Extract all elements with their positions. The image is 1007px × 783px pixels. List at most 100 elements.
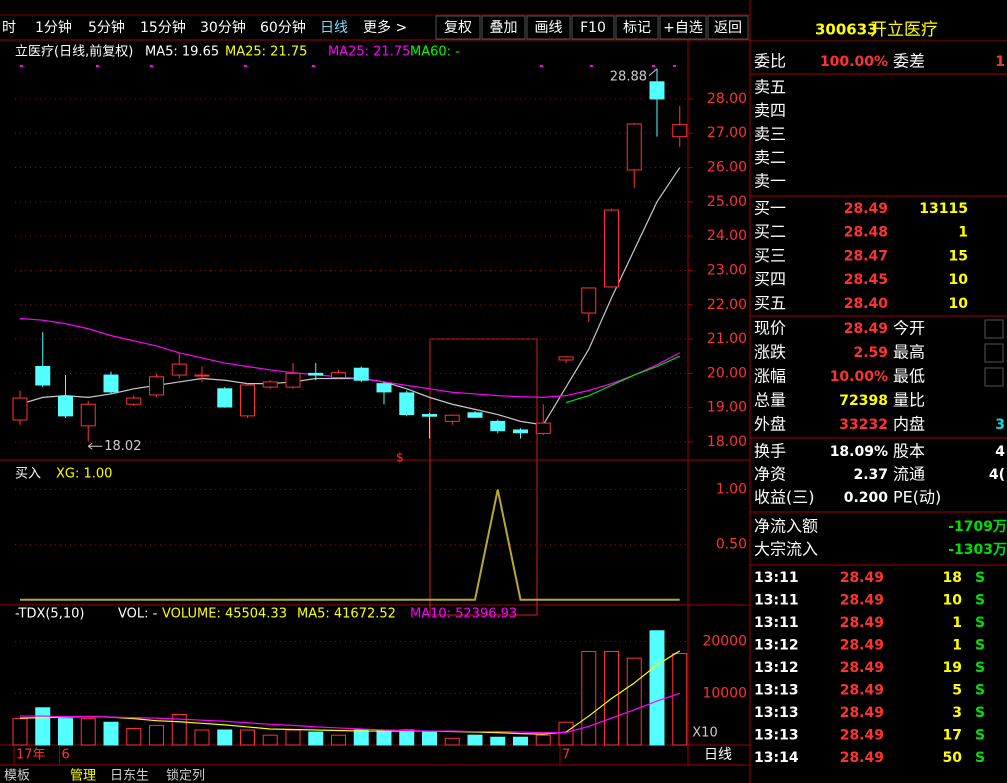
- ma-line: [19, 650, 681, 735]
- ma-line: [19, 167, 681, 426]
- trade-price: 28.49: [840, 593, 884, 609]
- y-tick-label: 25.00: [707, 194, 747, 210]
- legend-item: MA60: -: [410, 45, 460, 60]
- fund-value: 4: [995, 444, 1005, 460]
- candle-body: [217, 388, 233, 408]
- ask-label: 卖四: [754, 101, 786, 120]
- stat-label: 外盘: [754, 415, 786, 434]
- stat-value: 72398: [839, 393, 888, 409]
- ask-label: 卖三: [754, 125, 786, 144]
- y-tick-label: 20.00: [707, 365, 747, 381]
- candle-body: [171, 363, 187, 376]
- trade-time: 13:12: [754, 660, 799, 676]
- candle-body: [467, 412, 483, 418]
- toolbar-button[interactable]: [707, 15, 749, 40]
- selection-box: [429, 338, 538, 616]
- indicator-legend: XG: 1.00: [56, 467, 112, 482]
- bottom-tab[interactable]: 管理: [70, 769, 96, 783]
- candle-body: [490, 420, 506, 432]
- volume-title: -TDX(5,10): [15, 607, 84, 622]
- trade-price: 28.49: [840, 638, 884, 654]
- trade-volume: 10: [943, 593, 963, 609]
- flow-label: 大宗流入: [754, 540, 818, 559]
- candle-body: [444, 414, 460, 422]
- stock-code: 300633: [815, 21, 878, 39]
- ask-label: 卖五: [754, 78, 786, 97]
- period-tab[interactable]: 1分钟: [35, 19, 72, 36]
- toolbar-button-label[interactable]: F10: [580, 20, 606, 36]
- toolbar-button-label[interactable]: +自选: [663, 20, 703, 36]
- legend-item: MA10: 52396.93: [410, 607, 517, 622]
- candle-body: [194, 374, 210, 377]
- bid-price: 28.47: [844, 248, 888, 264]
- legend-item: VOLUME: 45504.33: [162, 607, 287, 622]
- period-tab[interactable]: 60分钟: [260, 19, 306, 36]
- candle-body: [604, 209, 619, 288]
- trade-time: 13:11: [754, 615, 799, 631]
- bottom-tab[interactable]: 锁定列: [166, 768, 205, 783]
- fund-label: 换手: [754, 442, 786, 461]
- volume-unit: X10: [692, 726, 717, 741]
- volume-bar: [535, 734, 551, 746]
- volume-bar: [331, 734, 346, 746]
- toolbar-button-label[interactable]: 返回: [714, 20, 742, 36]
- period-tab[interactable]: 5分钟: [88, 19, 125, 36]
- flow-value: -1303万: [948, 542, 1007, 558]
- candle-body: [262, 381, 278, 388]
- fund-label: 股本: [893, 442, 925, 461]
- period-tab[interactable]: 更多 >: [363, 19, 407, 36]
- y-tick-label: 10000: [702, 685, 747, 701]
- fund-label: 流通: [893, 465, 925, 484]
- value-box: [984, 319, 1004, 339]
- label: 委差: [893, 52, 925, 71]
- trade-volume: 3: [952, 705, 962, 721]
- toolbar-button-label[interactable]: 画线: [535, 20, 563, 36]
- period-tab[interactable]: 15分钟: [140, 19, 186, 36]
- candle-body: [149, 376, 164, 396]
- legend-item: MA5: 41672.52: [297, 607, 396, 622]
- trade-price: 28.49: [840, 705, 884, 721]
- period-tab[interactable]: 30分钟: [200, 19, 246, 36]
- bid-label: 买三: [754, 246, 786, 265]
- trade-volume: 18: [943, 570, 962, 586]
- y-tick-label: 23.00: [707, 262, 747, 278]
- stat-value: 28.49: [844, 321, 888, 337]
- ask-label: 卖一: [754, 172, 786, 191]
- stat-label: 涨跌: [754, 343, 786, 362]
- x-tick-label: 6: [62, 748, 70, 763]
- trade-volume: 50: [943, 750, 963, 766]
- ma-line: [565, 355, 680, 404]
- bid-price: 28.40: [844, 296, 889, 312]
- ask-label: 卖二: [754, 148, 786, 167]
- candle-body: [308, 372, 324, 376]
- toolbar-button[interactable]: [615, 15, 659, 40]
- volume-bar: [376, 729, 392, 746]
- volume-bar: [194, 729, 210, 746]
- candle-body: [285, 372, 301, 388]
- bottom-tab[interactable]: 日东生: [110, 769, 149, 783]
- label: 委比: [754, 52, 786, 71]
- toolbar-button[interactable]: [571, 15, 615, 40]
- trade-flag: S: [975, 593, 985, 609]
- toolbar-button[interactable]: [435, 15, 481, 40]
- top-dot: [244, 65, 247, 67]
- stat-label: 今开: [893, 319, 925, 338]
- bid-price: 28.49: [844, 201, 888, 217]
- toolbar-button[interactable]: [659, 15, 707, 40]
- toolbar-button-label[interactable]: 复权: [444, 19, 472, 36]
- trade-time: 13:11: [754, 570, 799, 586]
- toolbar-button-label[interactable]: 叠加: [490, 20, 518, 36]
- toolbar-button-label[interactable]: 标记: [623, 20, 651, 36]
- trade-time: 13:12: [754, 638, 799, 654]
- stat-value: 2.59: [853, 345, 888, 361]
- trade-price: 28.49: [840, 683, 884, 699]
- volume-bar: [58, 718, 73, 746]
- bottom-tab[interactable]: 模板: [4, 769, 30, 783]
- candle-body: [626, 123, 642, 171]
- toolbar-button[interactable]: [526, 15, 571, 40]
- toolbar-button[interactable]: [481, 15, 526, 40]
- candle-body: [126, 397, 142, 405]
- top-dot: [150, 65, 153, 67]
- period-tab[interactable]: 日线: [320, 20, 348, 36]
- volume-bar: [558, 721, 574, 746]
